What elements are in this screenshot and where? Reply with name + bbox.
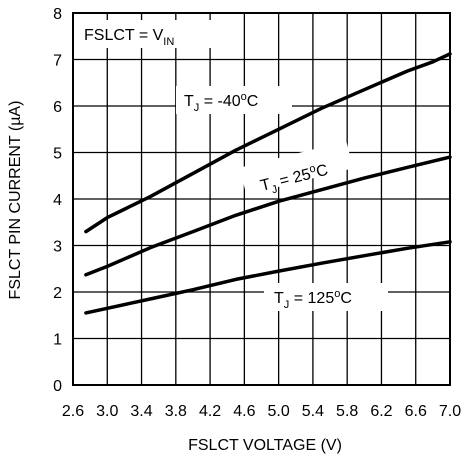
y-tick-label: 1 (53, 332, 62, 349)
x-tick-label: 5.8 (336, 403, 358, 420)
y-axis-label: FSLCT PIN CURRENT (µA) (7, 101, 24, 300)
x-tick-label: 5.4 (302, 403, 324, 420)
x-tick-label: 4.6 (233, 403, 255, 420)
label-background (239, 141, 354, 195)
series-label-text: TJ = 125oC (274, 288, 352, 311)
condition-label: FSLCT = VIN (80, 20, 218, 48)
grid (72, 12, 451, 386)
x-tick-label: 5.0 (268, 403, 290, 420)
y-tick-label: 2 (53, 285, 62, 302)
x-tick-label: 3.8 (165, 403, 187, 420)
tick-labels: 2.6 3.0 3.4 3.8 4.2 4.6 5.0 5.4 5.8 6.2 6.6 7.0 0 1 2 3… (53, 6, 461, 420)
series-line-0 (84, 52, 452, 234)
plot-frame (72, 12, 451, 386)
y-tick-label: 4 (53, 192, 62, 209)
label-background (176, 86, 292, 114)
y-tick-label: 8 (53, 6, 62, 23)
x-tick-label: 3.0 (96, 403, 118, 420)
series-line-2 (84, 240, 452, 315)
condition-background (80, 20, 218, 48)
x-tick-label: 3.4 (130, 403, 152, 420)
series-label-2: TJ = 125oC (264, 283, 388, 311)
x-tick-label: 6.2 (370, 403, 392, 420)
y-tick-label: 0 (53, 378, 62, 395)
x-axis-label: FSLCT VOLTAGE (V) (188, 437, 342, 454)
series-label-1: TJ = 25oC (239, 141, 354, 196)
x-tick-label: 4.2 (199, 403, 221, 420)
series-lines (84, 52, 452, 315)
condition-text: FSLCT = VIN (84, 27, 174, 48)
series-line-1 (84, 155, 452, 277)
y-tick-label: 5 (53, 146, 62, 163)
x-tick-label: 6.6 (405, 403, 427, 420)
x-tick-label: 7.0 (439, 403, 461, 420)
x-tick-label: 2.6 (62, 403, 84, 420)
series-label-0: TJ = -40oC (176, 86, 292, 114)
series-label-text: TJ = -40oC (184, 91, 258, 114)
label-background (264, 283, 388, 311)
y-tick-label: 7 (53, 53, 62, 70)
y-tick-label: 6 (53, 99, 62, 116)
annotations: TJ = -40oC TJ = 25oC TJ = 125oC FSLCT = VIN (80, 20, 388, 311)
y-tick-label: 3 (53, 239, 62, 256)
